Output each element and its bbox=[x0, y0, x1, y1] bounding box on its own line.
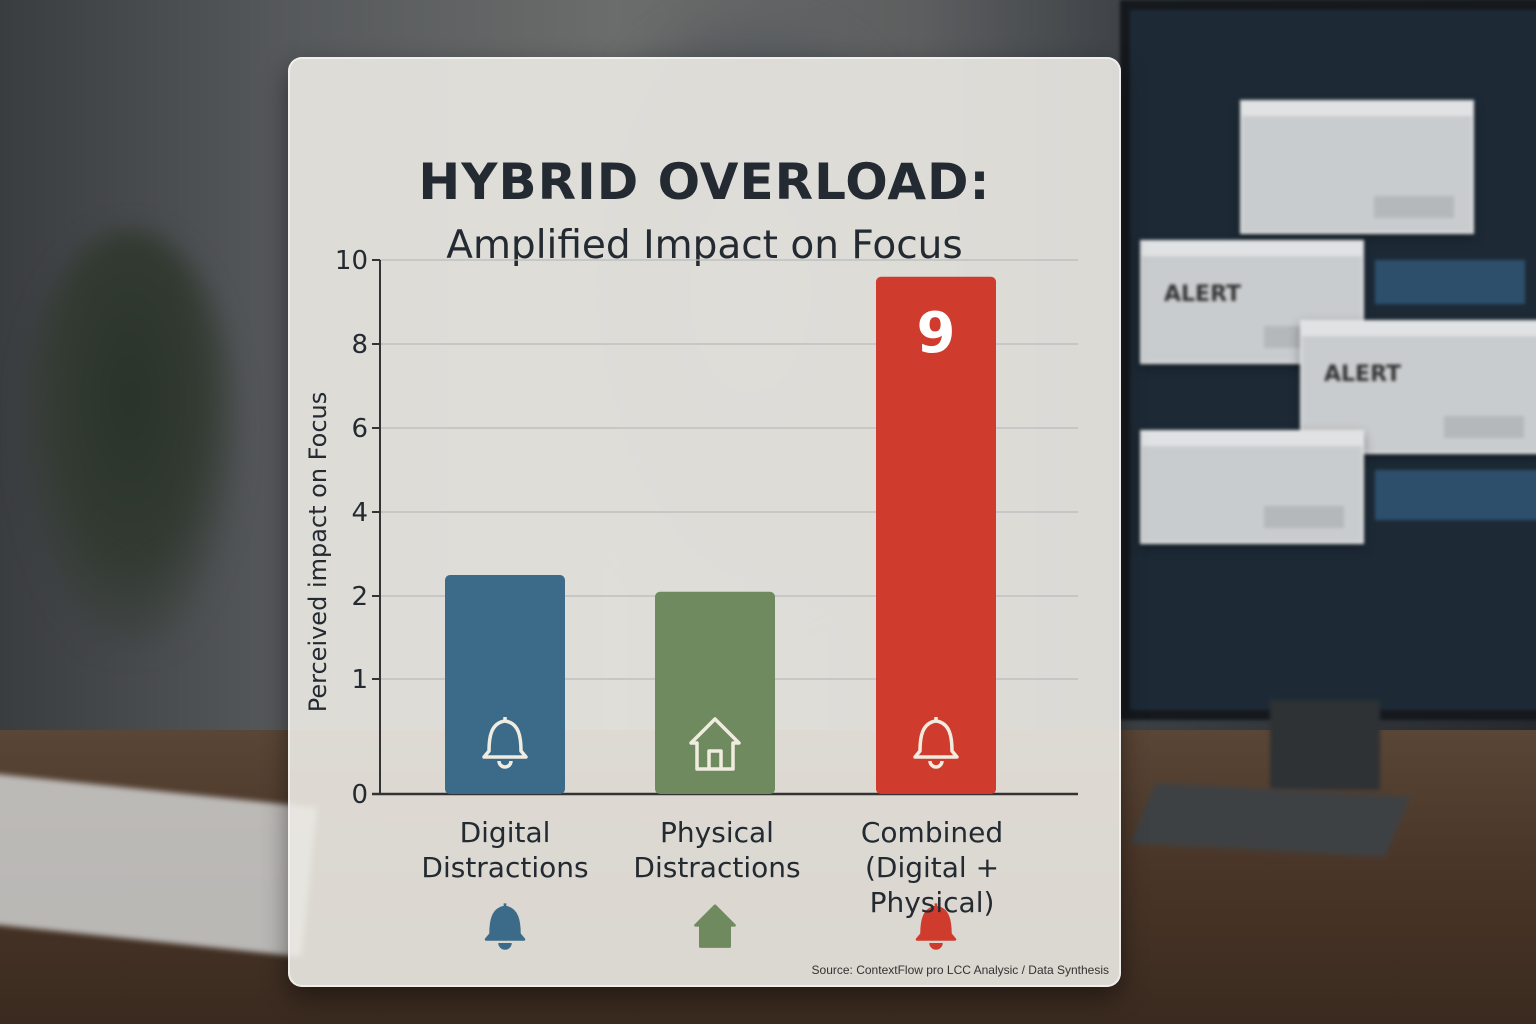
x-category-label-physical: Physical Distractions bbox=[597, 815, 837, 885]
house-icon bbox=[694, 904, 736, 948]
y-tick-label: 0 bbox=[351, 780, 368, 810]
y-tick-label: 6 bbox=[351, 414, 368, 444]
chart-board: HYBRID OVERLOAD: Amplified Impact on Foc… bbox=[288, 57, 1121, 987]
x-label-line2: Distractions bbox=[421, 851, 589, 884]
background-plant bbox=[20, 230, 240, 650]
background-popup bbox=[1140, 430, 1364, 544]
bar-2 bbox=[655, 591, 775, 794]
y-tick-label: 8 bbox=[351, 330, 368, 360]
house-icon bbox=[689, 717, 741, 771]
x-category-label-digital: Digital Distractions bbox=[385, 815, 625, 885]
background-monitor-stand bbox=[1270, 700, 1380, 790]
bar-1 bbox=[445, 575, 565, 794]
source-note: Source: ContextFlow pro LCC Analysic / D… bbox=[811, 963, 1109, 977]
background-blue-bar bbox=[1375, 470, 1536, 520]
y-axis-label: Perceived impact on Focus bbox=[304, 391, 332, 713]
background-popup bbox=[1240, 100, 1474, 234]
bell-icon bbox=[482, 717, 528, 769]
x-label-line1: Combined bbox=[860, 816, 1004, 849]
chart-title: HYBRID OVERLOAD: bbox=[418, 153, 991, 211]
bell-icon bbox=[913, 717, 959, 769]
y-tick-label: 4 bbox=[351, 498, 368, 528]
bell-icon bbox=[484, 903, 526, 950]
x-label-line2: Distractions bbox=[633, 851, 801, 884]
x-label-line2: (Digital + Physical) bbox=[864, 851, 1000, 919]
background-blue-bar bbox=[1375, 260, 1525, 304]
y-tick-label: 2 bbox=[351, 582, 368, 612]
background-monitor: ALERT ALERT bbox=[1120, 0, 1536, 720]
x-label-line1: Physical bbox=[660, 816, 774, 849]
popup-alert-text: ALERT bbox=[1164, 282, 1242, 307]
x-category-label-combined: Combined (Digital + Physical) bbox=[807, 815, 1057, 920]
bell-icon bbox=[915, 903, 957, 950]
x-label-line1: Digital bbox=[459, 816, 551, 849]
bar-chart: 0 1 2 4 6 8 10 9 bbox=[335, 246, 1078, 950]
y-tick-label: 1 bbox=[351, 665, 368, 695]
popup-alert-text: ALERT bbox=[1324, 362, 1402, 387]
bar-3 bbox=[876, 276, 996, 794]
y-tick-label: 10 bbox=[335, 246, 368, 276]
data-label: 9 bbox=[917, 301, 956, 366]
